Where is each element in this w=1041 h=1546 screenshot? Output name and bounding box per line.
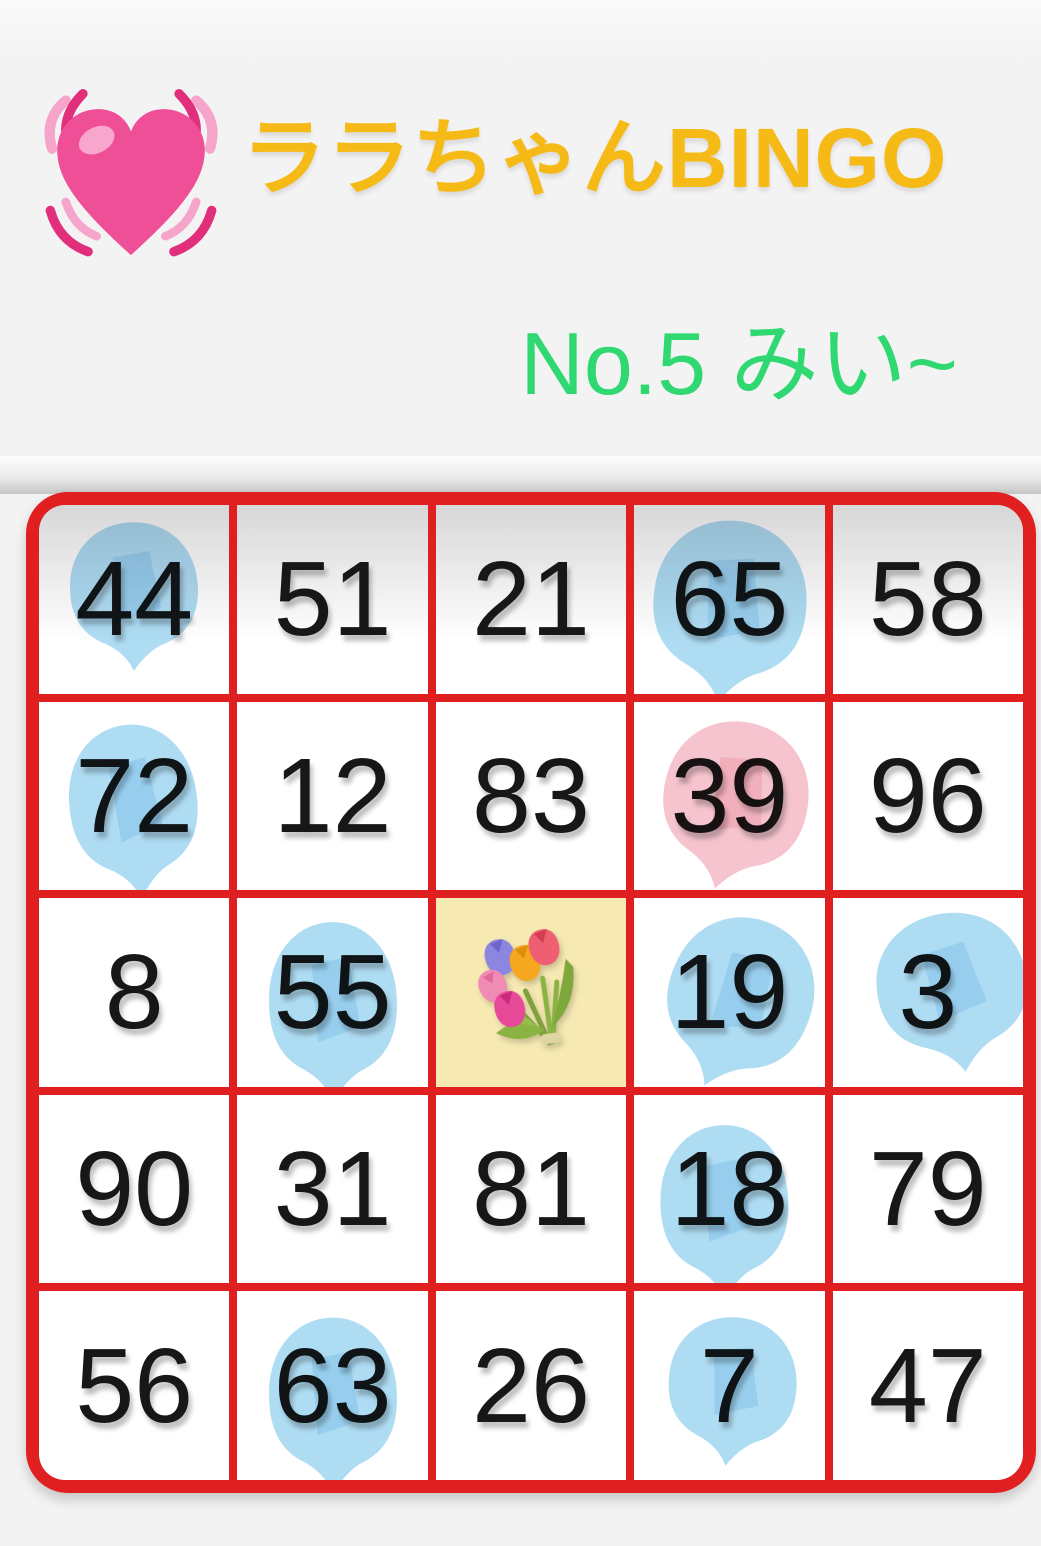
- cell-number: 90: [75, 1130, 194, 1249]
- bingo-grid: 44 51 21 65 58 72: [39, 505, 1023, 1480]
- cell-number: 65: [670, 540, 789, 659]
- bingo-cell-21[interactable]: 21: [435, 505, 627, 694]
- cell-number: 12: [273, 736, 392, 855]
- cell-number: 81: [472, 1130, 590, 1249]
- beating-heart-icon: [28, 80, 234, 286]
- bingo-cell-72[interactable]: 72: [39, 701, 230, 891]
- cell-number: 21: [472, 540, 590, 659]
- cell-number: 79: [868, 1130, 987, 1249]
- cell-number: 26: [472, 1326, 590, 1445]
- bingo-cell-44[interactable]: 44: [39, 505, 230, 694]
- cell-number: 39: [670, 736, 789, 855]
- bingo-cell-63[interactable]: 63: [237, 1291, 428, 1480]
- bouquet-icon: [478, 929, 574, 1046]
- bingo-cell-19[interactable]: 19: [634, 898, 825, 1087]
- bingo-cell-96[interactable]: 96: [832, 701, 1023, 891]
- cell-number: 56: [75, 1326, 194, 1445]
- cell-number: 83: [472, 736, 590, 855]
- cell-number: 7: [699, 1326, 759, 1445]
- bingo-cell-55[interactable]: 55: [237, 898, 428, 1087]
- cell-number: 18: [670, 1130, 789, 1249]
- cell-number: 8: [104, 933, 164, 1052]
- bingo-cell-18[interactable]: 18: [634, 1094, 825, 1284]
- bingo-cell-26[interactable]: 26: [435, 1291, 627, 1480]
- bingo-cell-90[interactable]: 90: [39, 1094, 230, 1284]
- bingo-cell-65[interactable]: 65: [634, 505, 825, 694]
- player-number-label: No.5 みい~: [520, 314, 958, 413]
- bingo-cell-7[interactable]: 7: [634, 1291, 825, 1480]
- bingo-cell-81[interactable]: 81: [435, 1094, 627, 1284]
- cell-number: 31: [273, 1130, 392, 1249]
- cell-number: 58: [868, 540, 987, 659]
- bingo-cell-3[interactable]: 3: [832, 898, 1023, 1087]
- cell-number: 63: [273, 1326, 392, 1445]
- bingo-card: 44 51 21 65 58 72: [26, 492, 1036, 1493]
- card-top-shadow: [0, 456, 1041, 494]
- cell-number: 72: [75, 736, 194, 855]
- cell-number: 51: [273, 540, 392, 659]
- bingo-cell-51[interactable]: 51: [237, 505, 428, 694]
- cell-number: 55: [273, 933, 392, 1052]
- bingo-cell-free[interactable]: [435, 898, 627, 1087]
- cell-number: 19: [670, 933, 789, 1052]
- bingo-cell-47[interactable]: 47: [832, 1291, 1023, 1480]
- cell-number: 96: [868, 736, 987, 855]
- bingo-cell-58[interactable]: 58: [832, 505, 1023, 694]
- cell-number: 47: [868, 1326, 987, 1445]
- bingo-cell-83[interactable]: 83: [435, 701, 627, 891]
- bingo-cell-8[interactable]: 8: [39, 898, 230, 1087]
- cell-number: 3: [898, 933, 958, 1052]
- bingo-cell-39[interactable]: 39: [634, 701, 825, 891]
- bingo-cell-79[interactable]: 79: [832, 1094, 1023, 1284]
- cell-number: 44: [75, 540, 194, 659]
- bingo-cell-31[interactable]: 31: [237, 1094, 428, 1284]
- app-title: ララちゃんBINGO: [242, 111, 948, 205]
- bingo-cell-12[interactable]: 12: [237, 701, 428, 891]
- bingo-cell-56[interactable]: 56: [39, 1291, 230, 1480]
